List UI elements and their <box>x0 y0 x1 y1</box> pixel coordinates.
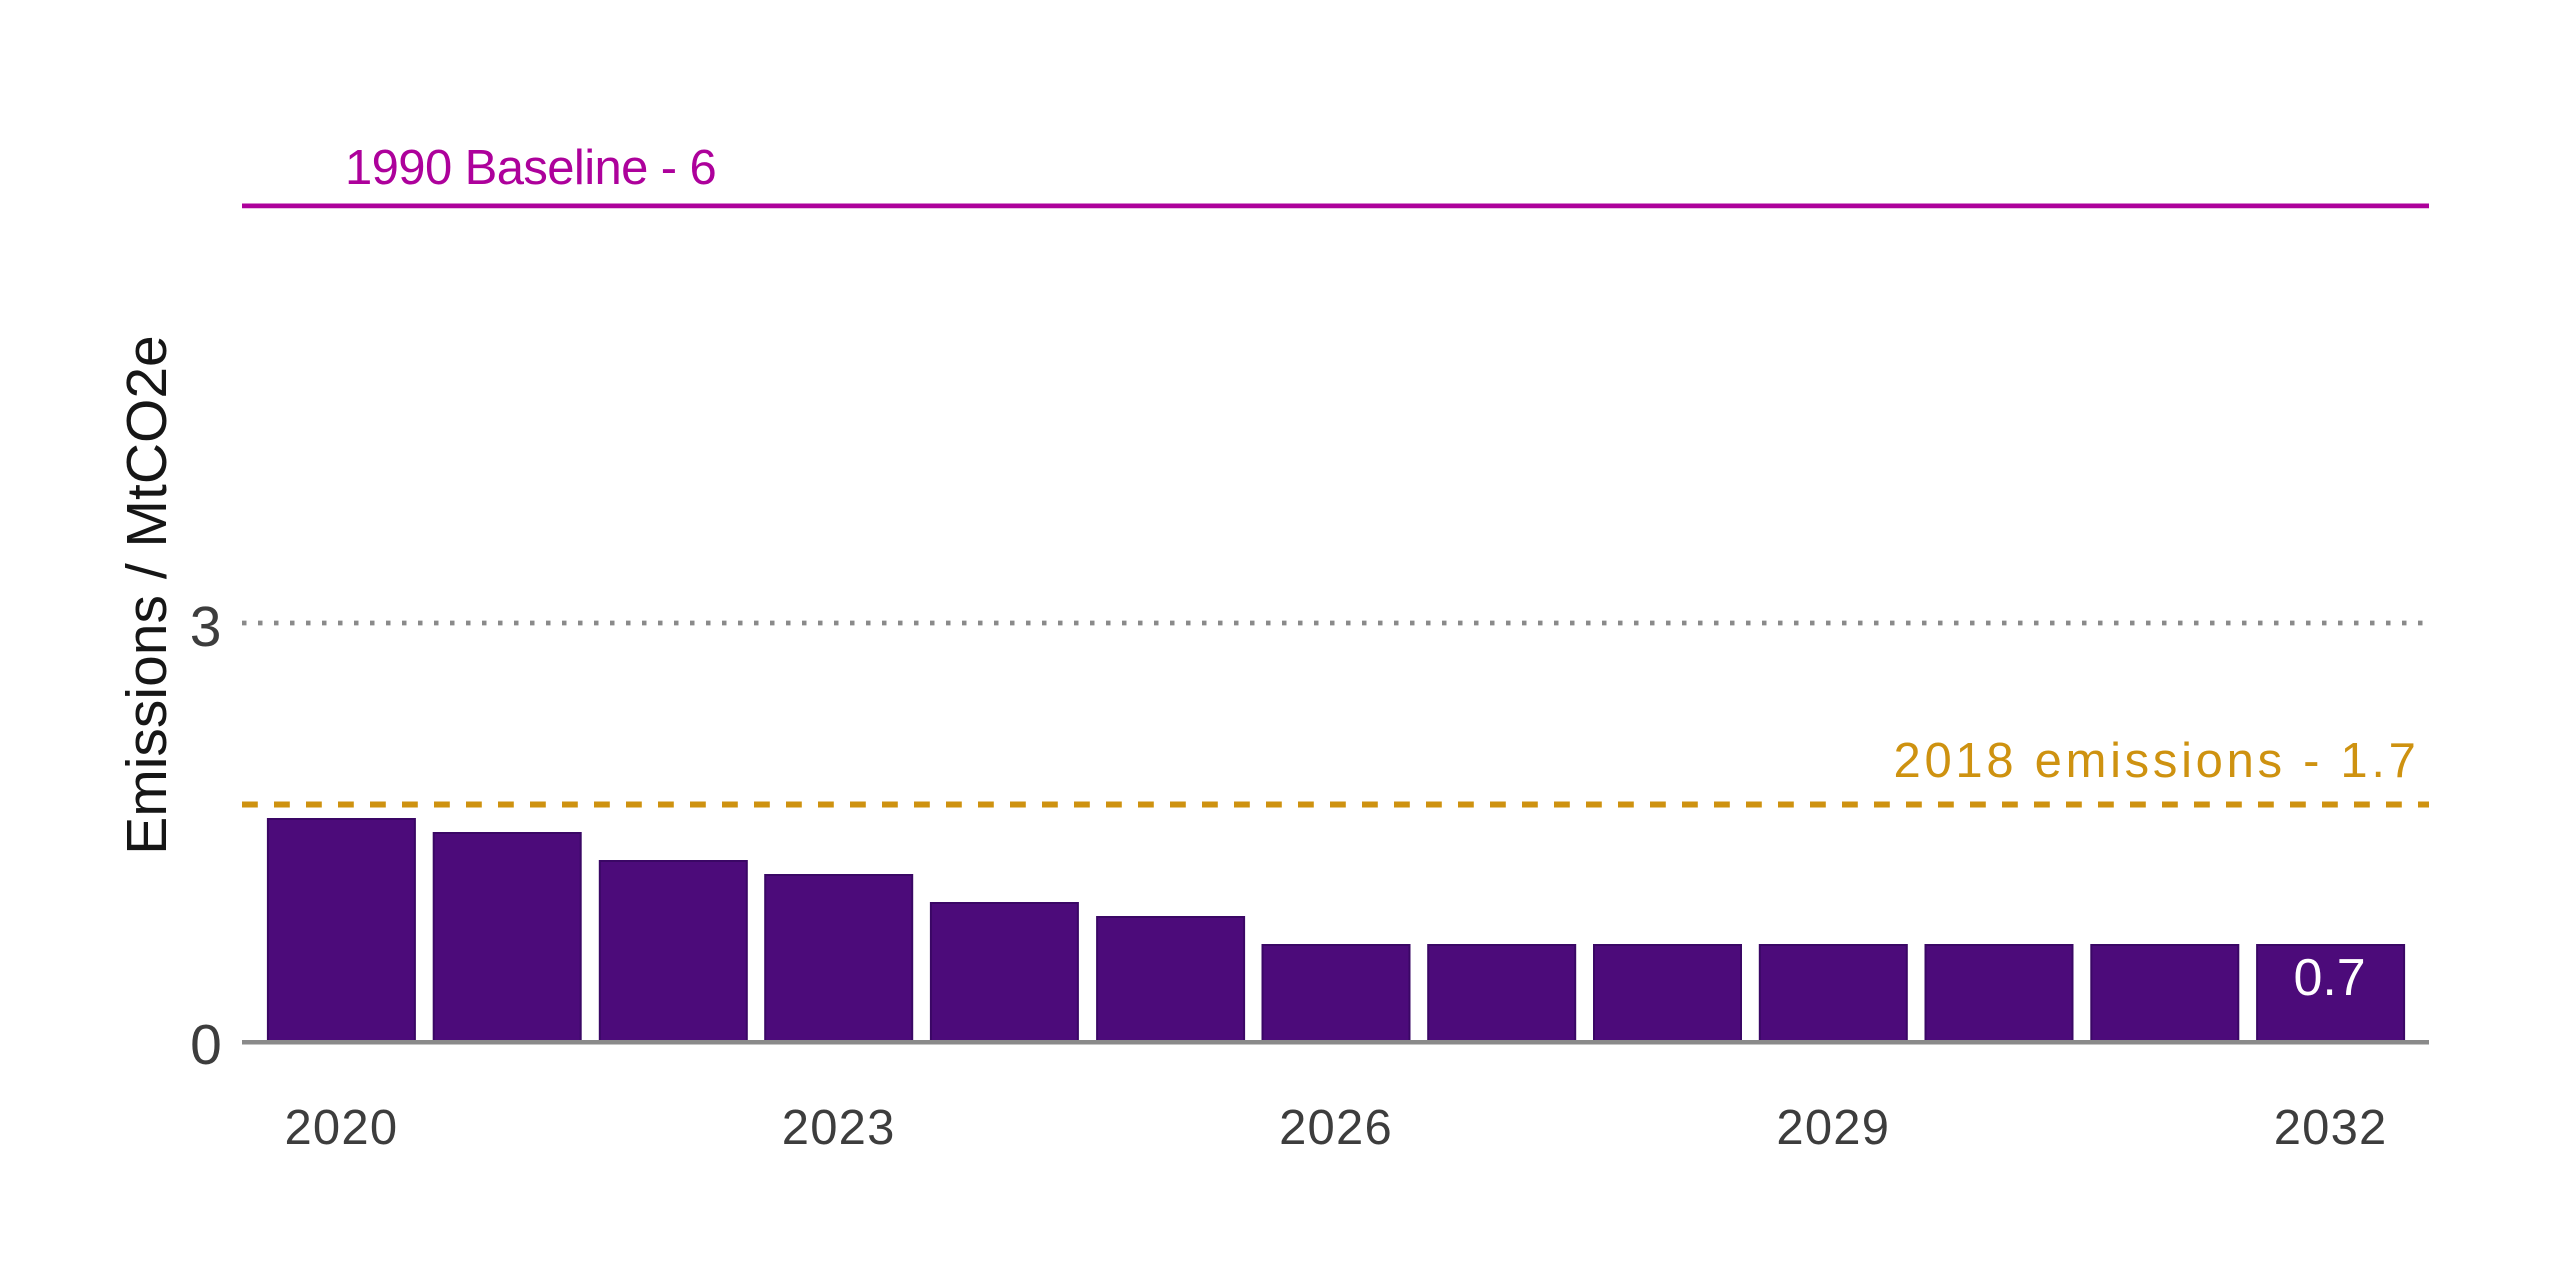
svg-text:1990 Baseline - 6: 1990 Baseline - 6 <box>345 141 716 195</box>
svg-text:3: 3 <box>190 595 222 659</box>
svg-text:2026: 2026 <box>1279 1101 1393 1155</box>
svg-text:2032: 2032 <box>2274 1101 2388 1155</box>
svg-text:2018 emissions - 1.7: 2018 emissions - 1.7 <box>1894 734 2420 788</box>
svg-text:2020: 2020 <box>284 1101 398 1155</box>
svg-text:2029: 2029 <box>1776 1101 1890 1155</box>
svg-text:0.7: 0.7 <box>2293 949 2365 1007</box>
svg-text:0: 0 <box>190 1013 222 1077</box>
svg-text:Emissions / MtCO2e: Emissions / MtCO2e <box>115 335 179 854</box>
svg-text:2023: 2023 <box>782 1101 896 1155</box>
